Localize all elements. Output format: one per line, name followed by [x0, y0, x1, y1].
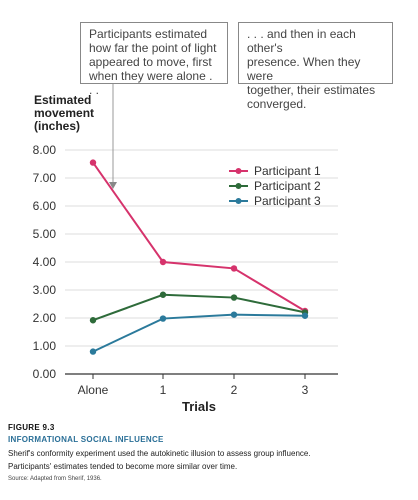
- y-tick-label: 7.00: [33, 171, 57, 185]
- legend-marker: [235, 183, 242, 189]
- callout-alone-line: appeared to move, first: [89, 55, 212, 69]
- callout-alone: Participants estimated how far the point…: [80, 22, 228, 97]
- legend-label: Participant 1: [254, 164, 321, 178]
- x-tick-label: Alone: [78, 383, 109, 397]
- y-tick-label: 6.00: [33, 199, 57, 213]
- y-tick-label: 8.00: [33, 143, 57, 157]
- data-point: [230, 294, 238, 301]
- legend-marker: [235, 168, 242, 174]
- data-point: [159, 291, 167, 298]
- x-tick-label: 3: [302, 383, 309, 397]
- data-point: [159, 258, 167, 266]
- series-line: [92, 293, 306, 322]
- x-tick-label: 1: [160, 383, 167, 397]
- callout-alone-line: Participants estimated: [89, 27, 208, 41]
- legend-label: Participant 3: [254, 194, 321, 208]
- series-line: [92, 313, 306, 353]
- legend-label: Participant 2: [254, 179, 321, 193]
- y-tick-label: 5.00: [33, 227, 57, 241]
- y-tick-label: 0.00: [33, 367, 57, 381]
- data-point: [159, 315, 167, 322]
- legend-marker: [235, 198, 242, 204]
- callout-alone-line: when they were alone . . .: [89, 69, 213, 97]
- x-tick-label: 2: [231, 383, 238, 397]
- caption-text: Participants' estimates tended to become…: [8, 462, 238, 471]
- data-point: [230, 265, 238, 272]
- y-tick-label: 3.00: [33, 283, 57, 297]
- series-line: [92, 162, 306, 312]
- y-axis-label: Estimated: [34, 93, 91, 107]
- callout-together-line: presence. When they were: [247, 55, 361, 83]
- callout-together-line: . . . and then in each other's: [247, 27, 356, 55]
- callout-arrowhead: [109, 182, 117, 189]
- data-point: [89, 317, 97, 324]
- figure-title: INFORMATIONAL SOCIAL INFLUENCE: [8, 435, 164, 444]
- callout-alone-line: how far the point of light: [89, 41, 217, 55]
- data-point: [89, 159, 97, 166]
- y-tick-label: 1.00: [33, 339, 57, 353]
- y-axis-label: (inches): [34, 119, 80, 133]
- caption-text: Sherif's conformity experiment used the …: [8, 449, 311, 458]
- figure-label: FIGURE 9.3: [8, 423, 55, 432]
- callout-together-line: together, their estimates: [247, 83, 376, 97]
- x-axis-label: Trials: [182, 399, 216, 414]
- callout-together-line: converged.: [247, 97, 307, 111]
- data-point: [301, 312, 309, 319]
- y-axis-label: movement: [34, 106, 94, 120]
- data-point: [89, 348, 97, 355]
- callout-together: . . . and then in each other's presence.…: [238, 22, 393, 111]
- y-tick-label: 2.00: [33, 311, 57, 325]
- y-tick-label: 4.00: [33, 255, 57, 269]
- data-point: [230, 311, 238, 318]
- caption-source: Source: Adapted from Sherif, 1936.: [8, 476, 102, 482]
